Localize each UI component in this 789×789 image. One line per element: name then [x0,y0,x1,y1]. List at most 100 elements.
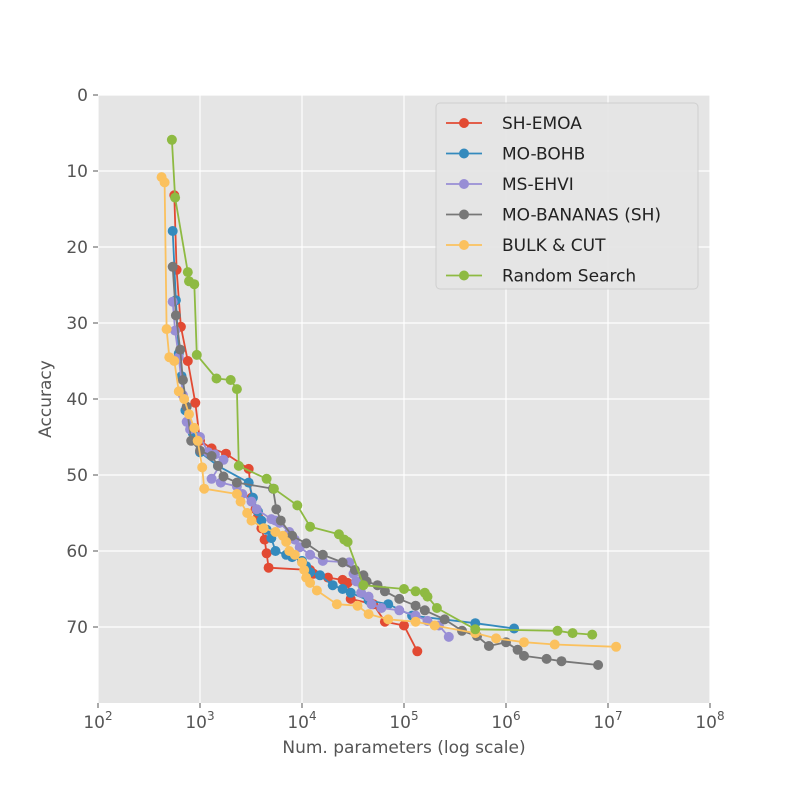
data-point-mo-bananas-sh [301,538,312,549]
data-point-bulk-cut [363,609,374,620]
data-point-mo-bananas-sh [556,656,567,667]
legend-item-ms-ehvi: MS-EHVI [446,175,574,195]
data-point-bulk-cut [383,614,394,625]
legend-swatch-marker [459,118,469,128]
data-point-mo-bohb [337,584,348,594]
data-point-bulk-cut [231,489,242,499]
data-point-mo-bananas-sh [317,549,328,560]
legend: SH-EMOA MO-BOHB MS-EHVI MO-BANANAS (SH) BULK… [435,102,699,290]
y-tick-label: 0 [77,86,88,106]
data-point-bulk-cut [549,639,560,650]
data-point-ms-ehvi [246,496,257,507]
data-point-bulk-cut [179,394,190,404]
data-point-mo-bananas-sh [372,580,383,591]
data-point-random-search [211,373,222,384]
legend-swatch-marker [459,179,469,189]
data-point-ms-ehvi [366,599,377,610]
data-point-bulk-cut [161,324,172,335]
data-point-mo-bananas-sh [439,614,450,625]
data-point-bulk-cut [242,508,253,518]
data-point-ms-ehvi [363,591,374,602]
data-point-bulk-cut [189,422,200,433]
data-point-bulk-cut [311,585,322,596]
data-point-bulk-cut [352,600,363,611]
series-layer [156,134,622,670]
legend-box [435,102,699,290]
data-point-random-search [231,384,242,395]
legend-label: SH-EMOA [502,114,582,134]
data-point-random-search [431,603,442,613]
y-tick-label: 10 [66,162,88,182]
x-tick-label: 105 [389,709,418,733]
data-point-random-search [292,500,303,511]
data-point-bulk-cut [184,409,194,420]
data-point-ms-ehvi [305,549,316,560]
y-axis-ticks: 0 10 20 30 40 50 60 70 [66,86,98,638]
data-point-mo-bohb [509,623,520,634]
data-point-ms-ehvi [206,473,217,484]
x-tick-label: 107 [593,709,622,733]
data-point-random-search [399,584,409,594]
data-point-bulk-cut [429,620,440,631]
data-point-random-search [470,624,481,635]
data-point-mo-bananas-sh [394,593,405,604]
data-point-bulk-cut [299,565,310,575]
legend-label: MS-EHVI [502,175,574,195]
data-point-bulk-cut [410,616,421,627]
data-point-bulk-cut [235,496,246,507]
legend-swatch-marker [459,270,469,281]
data-point-mo-bananas-sh [177,375,188,385]
data-point-mo-bohb [315,570,325,581]
data-point-random-search [233,460,244,471]
data-point-bulk-cut [331,599,342,610]
data-point-bulk-cut [289,549,300,560]
data-point-random-search [166,134,177,145]
data-point-random-search [422,591,433,602]
data-point-bulk-cut [159,177,170,188]
data-point-mo-bohb [327,580,338,591]
legend-swatch-marker [459,209,469,220]
y-tick-label: 60 [66,542,88,562]
data-point-bulk-cut [611,641,622,652]
x-tick-label: 104 [287,709,316,733]
data-point-random-search [342,536,353,547]
data-point-mo-bananas-sh [512,644,523,655]
data-point-mo-bananas-sh [170,310,181,321]
x-tick-label: 108 [695,709,724,733]
y-tick-label: 40 [66,390,88,410]
data-point-random-search [358,580,369,591]
data-point-random-search [268,483,279,494]
legend-swatch-marker [459,148,469,159]
data-point-mo-bananas-sh [410,600,421,611]
data-point-sh-emoa [412,646,423,657]
data-point-mo-bananas-sh [218,471,229,482]
y-tick-label: 20 [66,238,88,258]
data-point-mo-bohb [243,477,254,488]
y-tick-label: 70 [66,618,88,638]
data-point-mo-bananas-sh [541,653,552,664]
y-tick-label: 50 [66,466,88,486]
data-point-random-search [189,279,200,290]
data-point-bulk-cut [519,637,529,648]
data-point-bulk-cut [281,536,292,547]
data-point-bulk-cut [258,523,269,534]
data-point-bulk-cut [169,356,180,366]
data-point-mo-bananas-sh [419,605,430,616]
data-point-mo-bananas-sh [213,460,223,471]
x-tick-label: 102 [83,709,112,733]
data-point-bulk-cut [173,386,184,397]
data-point-sh-emoa [263,562,274,573]
series-random-search [166,134,598,640]
legend-swatch-marker [459,240,469,250]
data-point-mo-bananas-sh [483,641,494,651]
data-point-random-search [410,586,421,597]
data-point-bulk-cut [491,633,502,644]
data-point-mo-bananas-sh [519,650,529,661]
legend-item-bulk-cut: BULK & CUT [446,236,606,256]
data-point-bulk-cut [246,515,257,526]
data-point-bulk-cut [192,435,203,446]
data-point-random-search [552,625,563,636]
data-point-ms-ehvi [394,605,405,616]
data-point-mo-bananas-sh [167,261,178,272]
